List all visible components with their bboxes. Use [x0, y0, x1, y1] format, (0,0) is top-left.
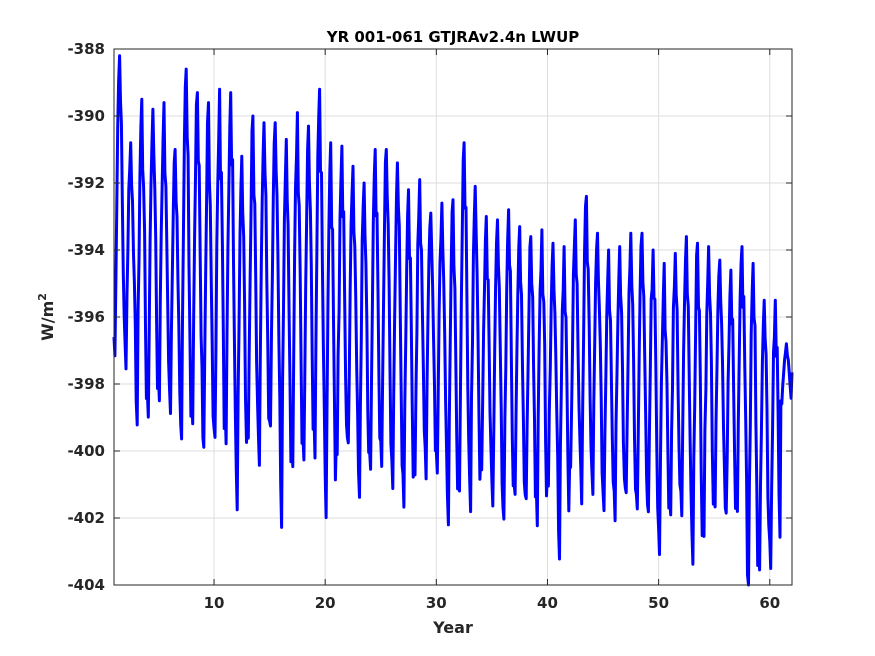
y-tick-label: -402 — [67, 509, 105, 527]
y-tick-label: -392 — [67, 174, 105, 192]
chart-title: YR 001-061 GTJRAv2.4n LWUP — [326, 28, 580, 46]
y-tick-label: -388 — [67, 40, 105, 58]
x-axis-title: Year — [432, 618, 473, 637]
y-tick-label: -400 — [67, 442, 105, 460]
x-tick-labels: 10 20 30 40 50 60 — [204, 594, 781, 612]
x-tick-label: 60 — [759, 594, 780, 612]
y-tick-label: -404 — [67, 576, 105, 594]
x-tick-label: 50 — [648, 594, 669, 612]
y-axis-title-exponent: 2 — [36, 293, 49, 301]
x-tick-label: 10 — [204, 594, 225, 612]
y-axis-title: W/m2 — [36, 293, 57, 341]
x-tick-label: 40 — [537, 594, 558, 612]
y-tick-labels: -388 -390 -392 -394 -396 -398 -400 -402 -404 — [67, 40, 105, 594]
axis-ticks — [114, 48, 792, 586]
x-tick-label: 30 — [426, 594, 447, 612]
x-tick-label: 20 — [315, 594, 336, 612]
y-tick-label: -398 — [67, 375, 105, 393]
y-tick-label: -394 — [67, 241, 105, 259]
series-line — [112, 54, 794, 587]
y-tick-label: -390 — [67, 107, 105, 125]
y-tick-label: -396 — [67, 308, 105, 326]
y-axis-title-unit: W/m — [38, 301, 57, 341]
